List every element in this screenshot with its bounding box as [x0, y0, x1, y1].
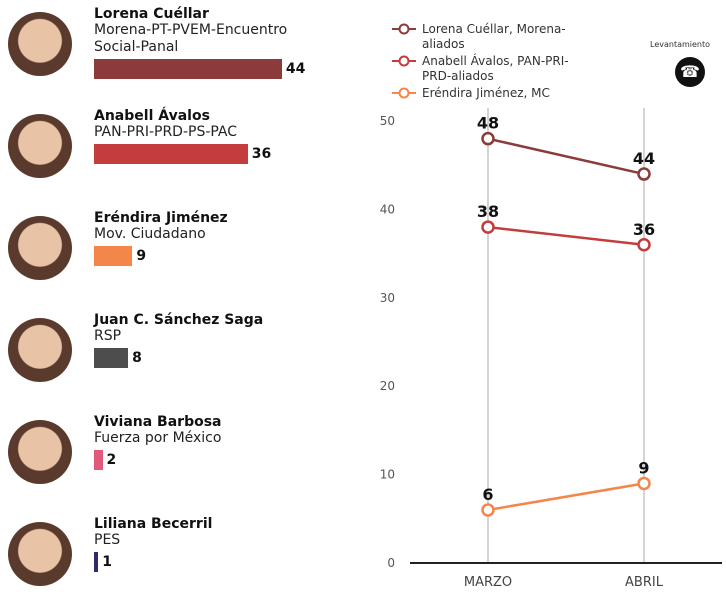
party: PES: [94, 532, 334, 549]
point: [483, 222, 494, 233]
avatar: [8, 114, 72, 178]
legend-dot: [400, 25, 409, 34]
point: [483, 133, 494, 144]
bar-row: 8: [94, 348, 334, 368]
x-tick-label: ABRIL: [625, 575, 664, 590]
value-label: 9: [136, 248, 146, 264]
party: RSP: [94, 328, 334, 345]
point: [639, 239, 650, 250]
legend-text: Lorena Cuéllar, Morena-aliados: [422, 22, 582, 52]
bar-row: 36: [94, 144, 334, 164]
bar: [94, 450, 103, 470]
data-label: 44: [633, 149, 655, 168]
point: [639, 478, 650, 489]
candidate-name: Viviana Barbosa: [94, 414, 334, 430]
candidate-name: Liliana Becerril: [94, 516, 334, 532]
value-label: 2: [107, 452, 117, 468]
party: Fuerza por México: [94, 430, 334, 447]
avatar: [8, 318, 72, 382]
party: PAN-PRI-PRD-PS-PAC: [94, 124, 334, 141]
data-label: 9: [638, 458, 649, 477]
candidate-name: Juan C. Sánchez Saga: [94, 312, 334, 328]
bar-row: 2: [94, 450, 334, 470]
value-label: 36: [252, 146, 271, 162]
point: [639, 169, 650, 180]
phone-icon: ☎: [675, 57, 705, 87]
party: Mov. Ciudadano: [94, 226, 334, 243]
legend-item: Anabell Ávalos, PAN-PRI-PRD-aliados: [392, 54, 602, 84]
avatar: [8, 420, 72, 484]
x-tick-label: MARZO: [464, 575, 512, 590]
bar: [94, 59, 282, 79]
avatar: [8, 216, 72, 280]
value-label: 8: [132, 350, 142, 366]
series-line: [488, 139, 644, 174]
party: Morena-PT-PVEM-Encuentro Social-Panal: [94, 22, 334, 56]
legend-text: Eréndira Jiménez, MC: [422, 86, 582, 101]
bar-row: 9: [94, 246, 334, 266]
avatar: [8, 12, 72, 76]
legend-marker: [392, 22, 416, 36]
candidate-name: Anabell Ávalos: [94, 108, 334, 124]
legend-note: Levantamiento: [650, 40, 710, 49]
candidate-name: Eréndira Jiménez: [94, 210, 334, 226]
legend-marker: [392, 54, 416, 68]
y-tick-label: 20: [380, 379, 395, 393]
y-tick-label: 10: [380, 468, 395, 482]
candidate-name: Lorena Cuéllar: [94, 6, 334, 22]
bar: [94, 144, 248, 164]
point: [483, 504, 494, 515]
series-line: [488, 483, 644, 510]
legend-text: Anabell Ávalos, PAN-PRI-PRD-aliados: [422, 54, 582, 84]
y-tick-label: 30: [380, 291, 395, 305]
value-label: 1: [102, 554, 112, 570]
data-label: 36: [633, 220, 655, 239]
data-label: 6: [482, 485, 493, 504]
y-tick-label: 40: [380, 202, 395, 216]
avatar: [8, 522, 72, 586]
y-tick-label: 0: [387, 556, 395, 570]
data-label: 38: [477, 202, 499, 221]
data-label: 48: [477, 114, 499, 133]
series-line: [488, 227, 644, 245]
y-tick-label: 50: [380, 114, 395, 128]
legend-item: Lorena Cuéllar, Morena-aliados: [392, 22, 602, 52]
legend-marker: [392, 86, 416, 100]
legend-dot: [400, 89, 409, 98]
value-label: 44: [286, 61, 305, 77]
bar-row: 44: [94, 59, 334, 79]
bar-row: 1: [94, 552, 334, 572]
legend-dot: [400, 57, 409, 66]
bar: [94, 552, 98, 572]
bar: [94, 348, 128, 368]
bar: [94, 246, 132, 266]
legend-item: Eréndira Jiménez, MC: [392, 86, 602, 101]
page: Lorena CuéllarMorena-PT-PVEM-Encuentro S…: [0, 0, 726, 594]
